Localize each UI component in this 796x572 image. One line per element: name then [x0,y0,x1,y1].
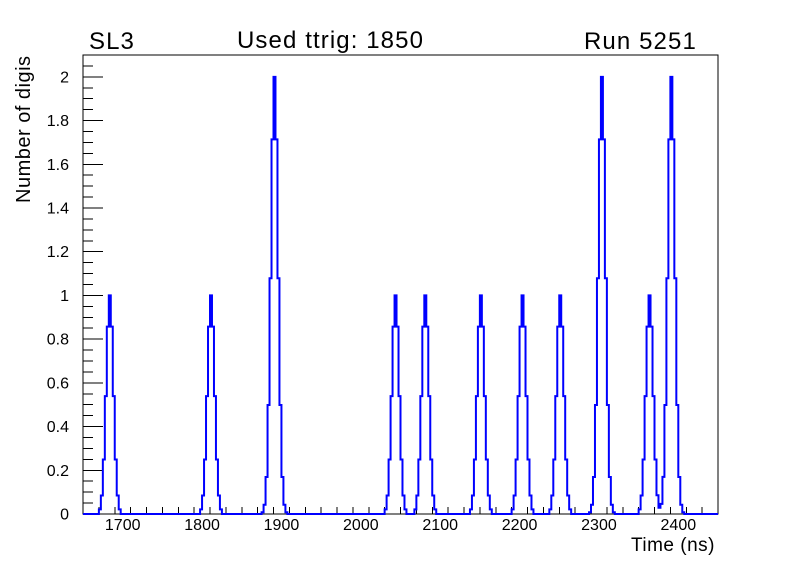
y-tick-label: 1 [60,288,69,305]
y-tick-label: 0.6 [47,375,69,392]
histogram-line [83,75,718,515]
superlayer-label: SL3 [89,28,136,55]
x-tick-label: 2100 [422,517,458,534]
x-axis-title: Time (ns) [631,535,715,556]
x-tick-label: 1800 [184,517,220,534]
y-tick-label: 1.6 [47,157,69,174]
y-tick-label: 0.4 [47,419,69,436]
y-tick-label: 0.2 [47,463,69,480]
y-tick-label: 1.4 [47,201,69,218]
x-tick-label: 1700 [105,517,141,534]
y-tick-label: 1.8 [47,113,69,130]
y-tick-label: 2 [60,69,69,86]
x-tick-label: 2200 [502,517,538,534]
y-tick-label: 1.2 [47,244,69,261]
x-tick-label: 2400 [661,517,697,534]
chart-title: Used ttrig: 1850 [237,27,425,54]
x-tick-label: 1900 [264,517,300,534]
run-label: Run 5251 [584,28,697,55]
y-axis-title: Number of digis [13,55,35,203]
y-tick-label: 0 [60,507,69,524]
x-tick-label: 2300 [581,517,617,534]
y-tick-label: 0.8 [47,332,69,349]
x-tick-label: 2000 [343,517,379,534]
